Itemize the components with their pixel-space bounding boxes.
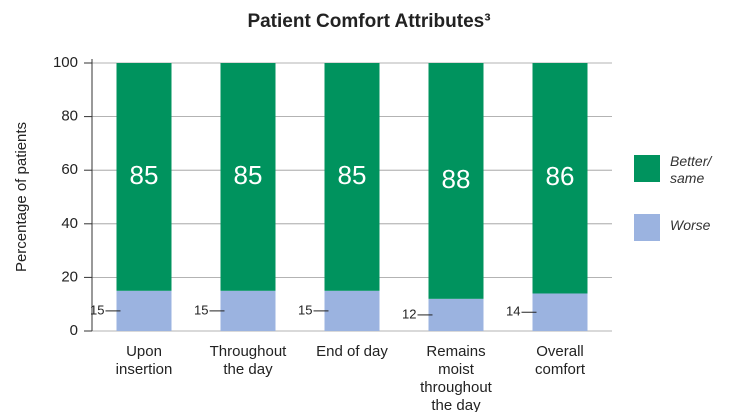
data-label: 88 xyxy=(442,164,471,194)
bar-segment xyxy=(220,63,276,291)
bar-segment xyxy=(532,293,588,331)
bar-segment xyxy=(324,290,380,331)
x-tick-label: Upon insertion xyxy=(115,343,173,378)
chart-title: Patient Comfort Attributes³ xyxy=(247,11,490,32)
data-label: 85 xyxy=(234,160,263,190)
y-tick-label: 80 xyxy=(61,108,78,125)
legend-label: Worse xyxy=(670,217,711,233)
y-tick-label: 20 xyxy=(61,268,78,285)
y-tick-label: 40 xyxy=(61,215,78,232)
bar-segment xyxy=(324,63,380,291)
bar-segment xyxy=(428,63,484,299)
data-label: 12 xyxy=(402,306,416,321)
x-tick-label: Throughout the day xyxy=(209,343,287,378)
bar-segment xyxy=(116,290,172,331)
bar-segment xyxy=(116,63,172,291)
data-label: 85 xyxy=(338,160,367,190)
data-label: 86 xyxy=(546,161,575,191)
bar-segment xyxy=(428,298,484,331)
x-tick-label: Remains moist throughout the day xyxy=(420,343,492,412)
data-label: 14 xyxy=(506,304,520,319)
data-label: 15 xyxy=(90,302,104,317)
data-label: 85 xyxy=(130,160,159,190)
legend-label: Better/ same xyxy=(670,153,712,186)
bar-segment xyxy=(220,290,276,331)
data-label: 15 xyxy=(298,302,312,317)
y-axis-label: Percentage of patients xyxy=(13,122,30,272)
legend-swatch xyxy=(634,214,660,241)
x-tick-label: End of day xyxy=(316,343,388,360)
y-tick-label: 100 xyxy=(53,54,78,71)
bar-segment xyxy=(532,63,588,294)
y-tick-label: 0 xyxy=(70,322,78,339)
x-tick-label: Overall comfort xyxy=(534,343,585,378)
y-tick-label: 60 xyxy=(61,161,78,178)
data-label: 15 xyxy=(194,302,208,317)
legend-swatch xyxy=(634,155,660,182)
